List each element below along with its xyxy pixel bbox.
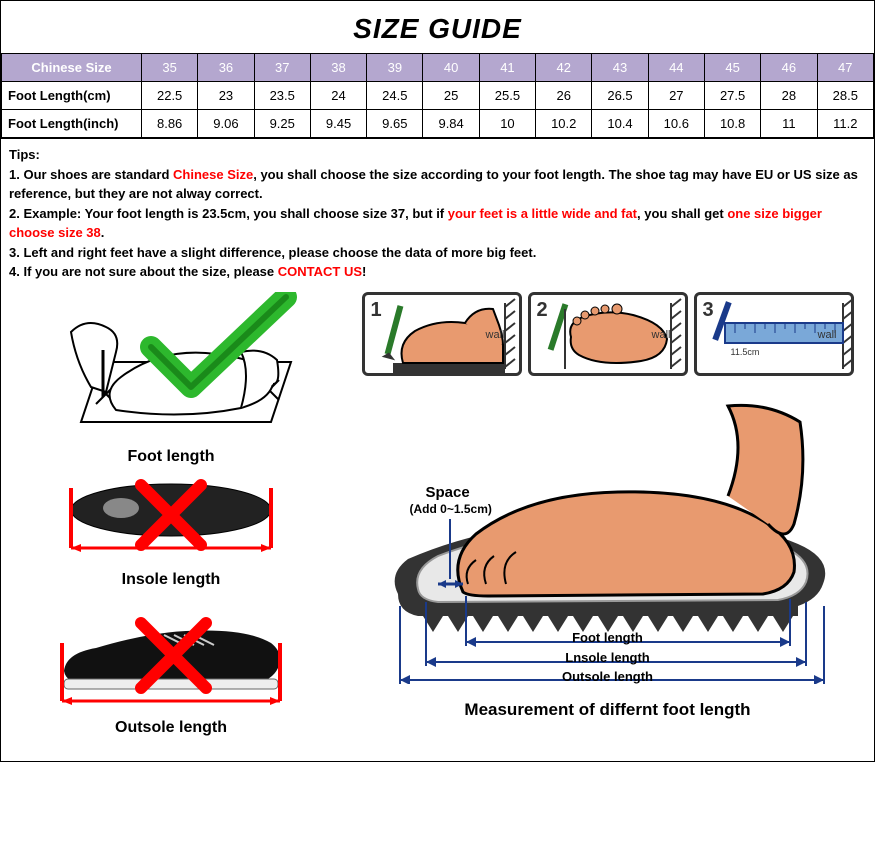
row-label-cm: Foot Length(cm) [2,82,142,110]
size-col: 39 [367,54,423,82]
measurement-steps: 1 [362,292,854,376]
table-row: Foot Length(cm) 22.5 23 23.5 24 24.5 25 … [2,82,874,110]
size-table: Chinese Size 35 36 37 38 39 40 41 42 43 … [1,53,874,138]
ruler-value: 11.5cm [731,347,760,357]
cell: 9.06 [198,110,254,138]
size-table-header-row: Chinese Size 35 36 37 38 39 40 41 42 43 … [2,54,874,82]
cell: 8.86 [142,110,198,138]
foot-trace-icon [41,292,301,442]
step-2: 2 [528,292,688,376]
size-col: 37 [254,54,310,82]
page-title: SIZE GUIDE [1,1,874,53]
step-3: 3 [694,292,854,376]
cell: 24 [310,82,366,110]
outsole-diagram [46,593,296,713]
foot-length-label: Foot length [127,448,214,466]
step-1: 1 [362,292,522,376]
space-sub: (Add 0~1.5cm) [410,502,492,516]
cell: 27.5 [704,82,760,110]
foot-in-shoe-diagram: Space (Add 0~1.5cm) Foot length Lnsole l… [368,384,848,684]
tip2-b: , you shall get [637,206,727,221]
tip-line-4: 4. If you are not sure about the size, p… [9,262,866,282]
cell: 9.25 [254,110,310,138]
size-col: 43 [592,54,648,82]
lnsole-length-text: Lnsole length [368,650,848,665]
wall-label-2: wall [652,329,671,341]
step-3-num: 3 [703,299,714,322]
foot-trace-diagram [41,292,301,442]
size-col: 41 [479,54,535,82]
tips-title: Tips: [9,145,866,165]
cell: 28 [761,82,817,110]
size-col: 40 [423,54,479,82]
diagrams-area: Foot length Insole len [1,292,874,761]
row-label-inch: Foot Length(inch) [2,110,142,138]
space-label: Space [426,484,470,501]
size-col: 44 [648,54,704,82]
tip4-red: CONTACT US [278,264,362,279]
table-row: Foot Length(inch) 8.86 9.06 9.25 9.45 9.… [2,110,874,138]
tips-section: Tips: 1. Our shoes are standard Chinese … [1,138,874,292]
tip2-c: . [101,225,105,240]
size-col: 47 [817,54,873,82]
tip4-b: ! [362,264,366,279]
cell: 23 [198,82,254,110]
right-diagrams: 1 [351,292,864,741]
outsole-length-label: Outsole length [115,719,227,737]
tip-line-3: 3. Left and right feet have a slight dif… [9,243,866,263]
cell: 9.65 [367,110,423,138]
outsole-length-text: Outsole length [368,669,848,684]
tip1-red: Chinese Size [173,167,253,182]
cell: 10.4 [592,110,648,138]
cell: 11.2 [817,110,873,138]
wall-label-1: wall [486,329,505,341]
left-diagrams: Foot length Insole len [11,292,331,741]
header-chinese-size: Chinese Size [2,54,142,82]
foot-length-text: Foot length [368,630,848,645]
cell: 25.5 [479,82,535,110]
cell: 24.5 [367,82,423,110]
shoe-icon [46,593,296,713]
size-col: 42 [536,54,592,82]
cell: 28.5 [817,82,873,110]
step-2-num: 2 [537,299,548,322]
insole-icon [51,470,291,565]
cell: 25 [423,82,479,110]
tip2-a: 2. Example: Your foot length is 23.5cm, … [9,206,448,221]
tip-line-1: 1. Our shoes are standard Chinese Size, … [9,165,866,204]
size-guide-container: SIZE GUIDE Chinese Size 35 36 37 38 39 4… [0,0,875,762]
cell: 10.2 [536,110,592,138]
tip4-a: 4. If you are not sure about the size, p… [9,264,278,279]
size-col: 46 [761,54,817,82]
tip-line-2: 2. Example: Your foot length is 23.5cm, … [9,204,866,243]
cell: 23.5 [254,82,310,110]
cell: 10.6 [648,110,704,138]
cell: 27 [648,82,704,110]
cell: 26.5 [592,82,648,110]
cell: 9.45 [310,110,366,138]
measurement-caption: Measurement of differnt foot length [464,700,750,720]
size-col: 45 [704,54,760,82]
size-col: 38 [310,54,366,82]
cell: 10.8 [704,110,760,138]
cell: 26 [536,82,592,110]
insole-length-label: Insole length [122,571,221,589]
cell: 11 [761,110,817,138]
wall-label-3: wall [818,329,837,341]
cell: 9.84 [423,110,479,138]
size-col: 36 [198,54,254,82]
step-1-num: 1 [371,299,382,322]
cell: 22.5 [142,82,198,110]
cell: 10 [479,110,535,138]
insole-diagram [51,470,291,565]
size-col: 35 [142,54,198,82]
tip1-a: 1. Our shoes are standard [9,167,173,182]
tip2-red1: your feet is a little wide and fat [448,206,637,221]
